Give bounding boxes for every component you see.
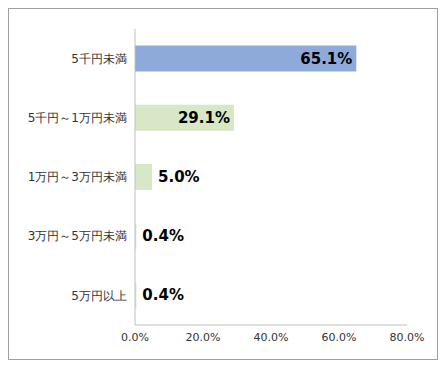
svg-text:0.0%: 0.0% [121,331,149,344]
svg-text:5.0%: 5.0% [158,168,200,186]
svg-text:3万円～5万円未満: 3万円～5万円未満 [28,229,127,243]
svg-text:5千円未満: 5千円未満 [71,52,127,66]
svg-text:60.0%: 60.0% [322,331,357,344]
svg-text:65.1%: 65.1% [300,50,352,68]
svg-text:0.4%: 0.4% [142,286,184,304]
svg-text:29.1%: 29.1% [178,109,230,127]
svg-text:0.4%: 0.4% [142,227,184,245]
svg-text:1万円～3万円未満: 1万円～3万円未満 [28,170,127,184]
svg-text:80.0%: 80.0% [390,331,425,344]
svg-text:40.0%: 40.0% [254,331,289,344]
svg-text:5万円以上: 5万円以上 [71,289,127,303]
svg-text:5千円～1万円未満: 5千円～1万円未満 [28,111,127,125]
svg-text:20.0%: 20.0% [186,331,221,344]
